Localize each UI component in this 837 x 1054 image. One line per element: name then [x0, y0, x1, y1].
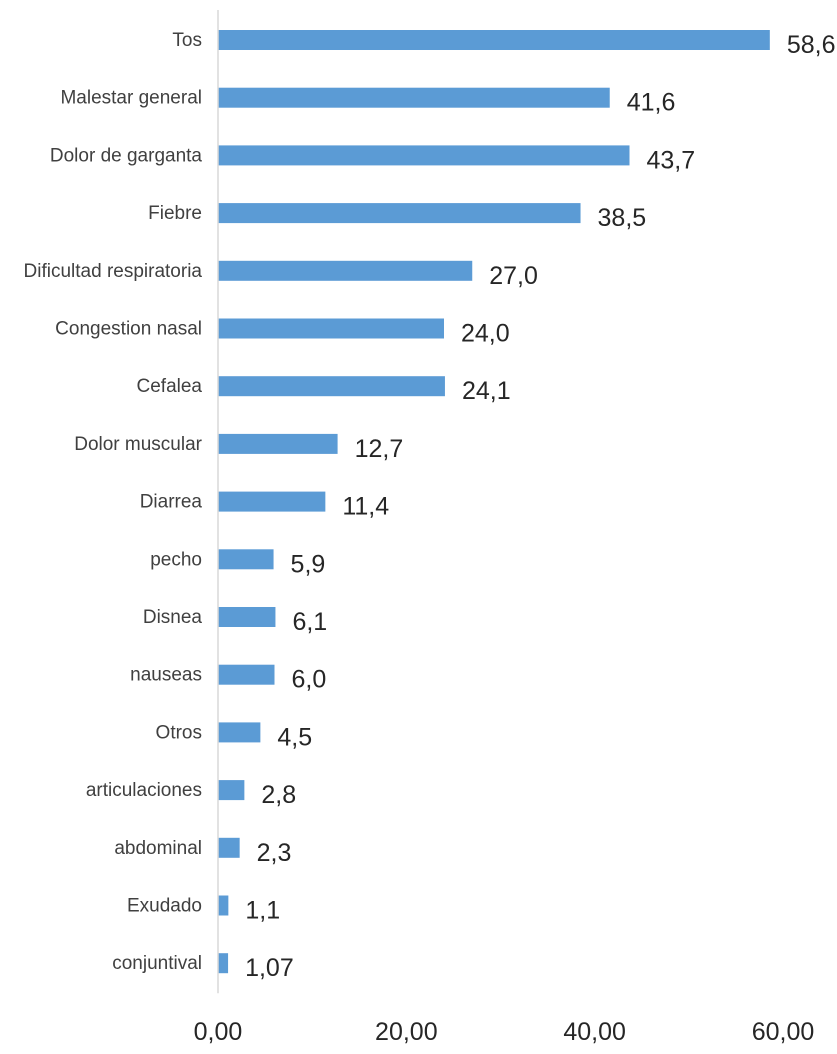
bars: [218, 30, 770, 974]
category-label: Disnea: [143, 607, 203, 628]
data-label: 24,0: [461, 320, 510, 348]
bar: [218, 837, 240, 858]
data-label: 6,0: [292, 666, 327, 694]
category-label: Cefalea: [137, 376, 203, 397]
category-label: articulaciones: [86, 780, 202, 801]
bar: [218, 953, 229, 974]
bar: [218, 491, 326, 512]
category-label: Malestar general: [60, 88, 202, 109]
data-label: 41,6: [627, 89, 676, 117]
category-label: Dificultad respiratoria: [24, 261, 203, 282]
data-label: 6,1: [292, 608, 327, 636]
bar: [218, 30, 770, 50]
x-tick-label: 40,00: [563, 1018, 626, 1046]
category-label: Congestion nasal: [55, 319, 202, 340]
data-labels: 58,6 41,6 43,7 38,5 27,0 24,0 24,1 12,7 11,4 5,9 6…: [245, 31, 835, 982]
bar: [218, 203, 581, 224]
data-label: 1,07: [245, 954, 294, 982]
category-labels: Tos Malestar general Dolor de garganta Fieb…: [24, 30, 203, 974]
data-label: 58,6: [787, 31, 836, 59]
bar: [218, 433, 338, 454]
category-label: Tos: [172, 30, 202, 51]
bar: [218, 722, 261, 743]
category-label: Exudado: [127, 896, 202, 917]
category-label: Dolor muscular: [74, 434, 202, 455]
data-label: 4,5: [277, 723, 312, 751]
data-label: 2,3: [257, 839, 292, 867]
data-label: 43,7: [647, 146, 696, 174]
category-label: nauseas: [130, 665, 202, 686]
data-label: 2,8: [261, 781, 296, 809]
bar: [218, 607, 276, 627]
category-label: abdominal: [114, 838, 202, 859]
bar: [218, 318, 444, 339]
data-label: 1,1: [245, 897, 280, 925]
bar: [218, 260, 473, 281]
data-label: 12,7: [355, 435, 404, 463]
category-label: Dolor de garganta: [50, 145, 203, 166]
data-label: 38,5: [598, 204, 647, 232]
category-label: Diarrea: [140, 492, 203, 513]
bar: [218, 549, 274, 570]
category-label: pecho: [150, 549, 202, 570]
bar: [218, 87, 610, 108]
category-label: conjuntival: [112, 953, 202, 974]
data-label: 5,9: [291, 550, 326, 578]
category-label: Otros: [156, 722, 202, 743]
value-axis-tick-labels: 0,00 20,00 40,00 60,00: [194, 1018, 815, 1046]
data-label: 24,1: [462, 377, 511, 405]
x-tick-label: 20,00: [375, 1018, 438, 1046]
bar: [218, 145, 630, 166]
data-label: 27,0: [489, 262, 538, 290]
bar: [218, 376, 445, 397]
category-label: Fiebre: [148, 203, 202, 224]
bar: [218, 664, 275, 685]
bar: [218, 895, 229, 916]
data-label: 11,4: [342, 493, 389, 521]
x-tick-label: 0,00: [194, 1018, 243, 1046]
x-tick-label: 60,00: [752, 1018, 815, 1046]
bar: [218, 780, 245, 801]
